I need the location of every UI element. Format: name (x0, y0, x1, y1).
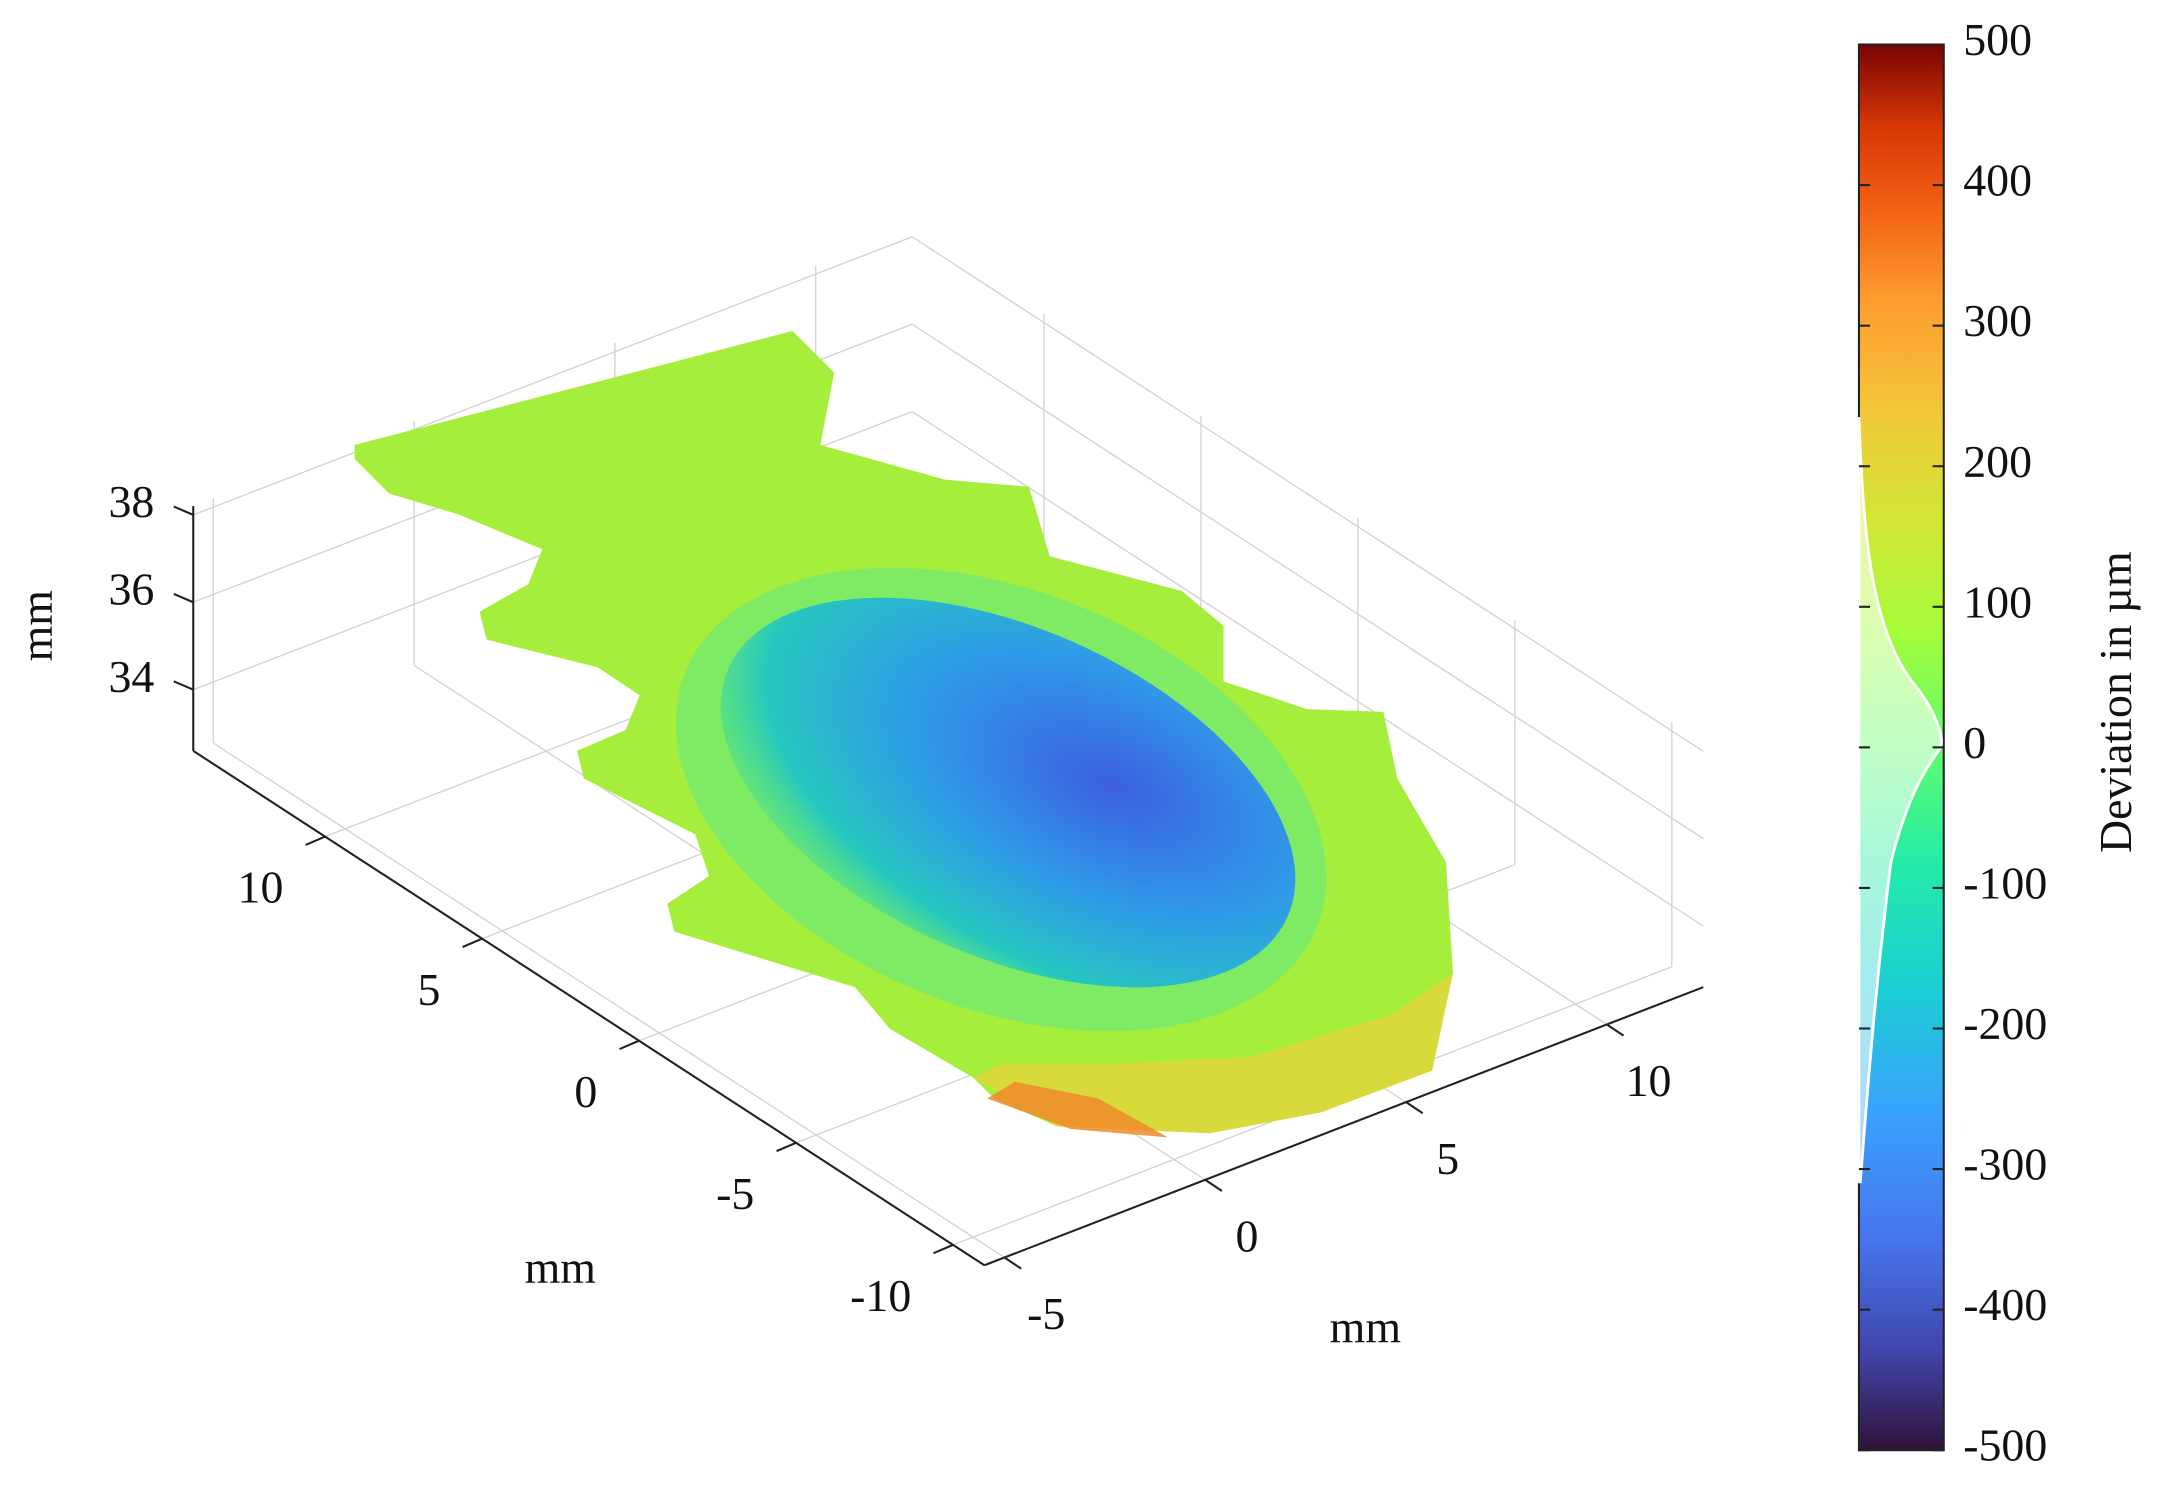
y-tick-label: -10 (850, 1270, 911, 1321)
y-tick-label: 10 (238, 862, 284, 913)
grid-line (193, 236, 913, 516)
colorbar-tick-label: 300 (1963, 295, 2032, 346)
colorbar: Deviation in µm -500 -400 -300 -200 -100 0 100… (1857, 14, 2141, 1471)
x-tick-label: 5 (1436, 1133, 1459, 1184)
y-tick-label: 5 (417, 964, 440, 1015)
y-tick (776, 1141, 797, 1153)
x-tick-label: 10 (1626, 1055, 1672, 1106)
y-tick (305, 835, 326, 846)
x-tick (1003, 1256, 1022, 1270)
y-axis-label: mm (525, 1242, 596, 1293)
z-tick (173, 680, 194, 691)
colorbar-label: Deviation in µm (2090, 551, 2141, 853)
y-tick (462, 937, 483, 948)
y-tick (933, 1243, 954, 1255)
x-tick (1606, 1023, 1625, 1037)
colorbar-tick-label: -500 (1963, 1420, 2047, 1471)
x-tick-label: 0 (1236, 1211, 1259, 1262)
colorbar-tick-label: -200 (1963, 998, 2047, 1049)
z-tick-label: 34 (108, 651, 154, 702)
z-tick (173, 592, 194, 604)
colorbar-tick-label: 500 (1963, 14, 2032, 65)
grid-line (911, 236, 1704, 752)
colorbar-tick-label: 0 (1963, 717, 1986, 768)
z-tick-label: 36 (108, 563, 154, 614)
y-tick-label: -5 (716, 1168, 754, 1219)
grid-line (911, 411, 1704, 927)
x-tick (1405, 1101, 1424, 1115)
z-axis-label: mm (11, 590, 62, 661)
colorbar-histogram (1857, 417, 1943, 1184)
colorbar-tick-label: -400 (1963, 1279, 2047, 1330)
grid-line (911, 323, 1704, 840)
cloud-edge (987, 1081, 1168, 1138)
x-axis-label: mm (1330, 1302, 1401, 1353)
z-tick (173, 505, 194, 516)
axes: -5 0 5 10 -10 -5 0 5 10 34 36 38 (108, 476, 1704, 1339)
x-axis-line (984, 986, 1704, 1267)
point-cloud (354, 330, 1453, 1138)
colorbar-tick-label: -100 (1963, 857, 2047, 908)
z-tick-label: 38 (108, 476, 154, 527)
colorbar-tick-label: 400 (1963, 155, 2032, 206)
y-tick-label: 0 (574, 1066, 597, 1117)
cloud-edge (973, 973, 1453, 1134)
colorbar-tick-label: -300 (1963, 1139, 2047, 1190)
colorbar-tick-label: 100 (1963, 576, 2032, 627)
x-tick (1204, 1178, 1223, 1192)
colorbar-tick-label: 200 (1963, 436, 2032, 487)
y-tick (619, 1039, 640, 1051)
cloud-depression (720, 597, 1296, 988)
x-tick-label: -5 (1027, 1288, 1065, 1339)
